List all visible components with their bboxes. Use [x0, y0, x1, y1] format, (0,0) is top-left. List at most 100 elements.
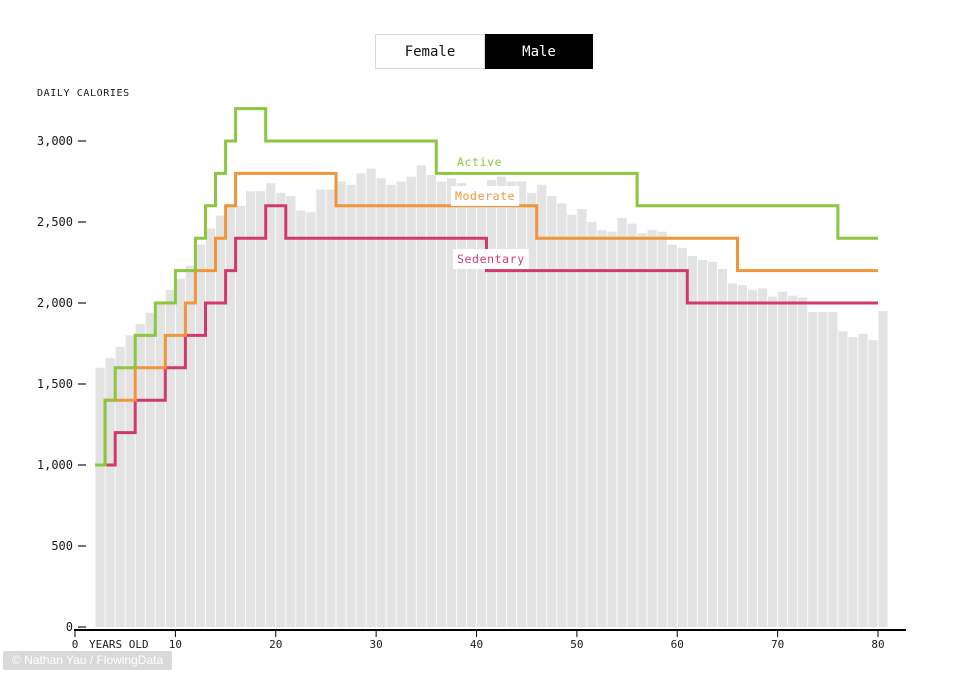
series-line-sedentary	[95, 204, 878, 467]
histogram-bar	[577, 209, 587, 628]
histogram-bar	[165, 290, 175, 627]
histogram-bar	[155, 301, 165, 627]
histogram-bar	[406, 176, 416, 627]
female-toggle-button[interactable]: Female	[375, 34, 485, 69]
histogram-bar	[436, 181, 446, 627]
histogram-bar	[236, 205, 246, 628]
histogram-bar	[717, 268, 728, 627]
histogram-bar	[637, 233, 647, 627]
histogram-bar	[878, 311, 888, 627]
histogram-bar	[747, 290, 758, 627]
histogram-bar	[426, 175, 436, 627]
x-tick-label: 60	[671, 638, 684, 651]
histogram-bar	[366, 168, 376, 628]
histogram-bar	[396, 181, 406, 627]
histogram-bar	[707, 261, 717, 627]
series-label-text: Sedentary	[457, 252, 525, 266]
histogram-bar	[627, 223, 637, 627]
y-tick-label: 1,000	[37, 458, 73, 472]
y-axis-title: DAILY CALORIES	[37, 88, 130, 99]
histogram-bar	[356, 173, 366, 627]
histogram-bar	[727, 283, 738, 627]
histogram-bar	[537, 184, 547, 628]
histogram-bar	[105, 358, 115, 627]
histogram-bar	[657, 231, 667, 627]
histogram-bar	[195, 244, 206, 627]
histogram-bar	[306, 212, 316, 627]
credit-badge: © Nathan Yau / FlowingData	[3, 651, 173, 670]
histogram-bar	[386, 184, 396, 628]
histogram-bar	[486, 179, 497, 627]
x-tick-label: 30	[370, 638, 383, 651]
histogram-bar	[246, 191, 256, 627]
histogram-bar	[677, 247, 687, 628]
series-label-sedentary: Sedentary	[453, 249, 529, 269]
histogram-bar	[858, 333, 868, 627]
histogram-bar	[376, 178, 386, 627]
histogram-bar	[808, 311, 818, 627]
y-tick-label: 500	[51, 539, 73, 553]
histogram-bar	[456, 183, 467, 627]
histogram-bar	[587, 222, 597, 627]
histogram-bar	[496, 176, 507, 627]
series-label-halo	[453, 249, 529, 269]
histogram-bar	[266, 183, 276, 627]
x-tick-label: 70	[771, 638, 784, 651]
histogram-bar	[507, 181, 517, 627]
histogram-bar	[346, 184, 356, 628]
histogram-bar	[567, 214, 577, 627]
histogram-bar	[798, 297, 808, 627]
histogram-bar	[818, 311, 828, 627]
series-label-active: Active	[453, 152, 507, 172]
histogram-bar	[767, 296, 778, 627]
histogram-bar	[687, 256, 697, 627]
histogram-bar	[225, 204, 236, 627]
histogram-bar	[517, 181, 527, 627]
histogram-bar	[697, 260, 707, 627]
histogram-bar	[557, 203, 567, 627]
histogram	[95, 165, 888, 628]
histogram-bar	[547, 196, 557, 627]
histogram-bar	[145, 312, 155, 627]
histogram-bar	[476, 192, 487, 627]
x-tick-label: 20	[269, 638, 282, 651]
histogram-bar	[316, 189, 326, 627]
histogram-bar	[336, 181, 346, 627]
histogram-bar	[276, 192, 286, 627]
histogram-bar	[737, 285, 748, 627]
histogram-bar	[175, 278, 186, 627]
histogram-bar	[286, 196, 296, 627]
male-toggle-button[interactable]: Male	[485, 34, 593, 69]
y-tick-label: 2,500	[37, 215, 73, 229]
histogram-bar	[838, 331, 848, 627]
histogram-bar	[95, 367, 105, 627]
histogram-bar	[607, 231, 617, 627]
histogram-bar	[125, 335, 135, 627]
histogram-bar	[868, 340, 878, 627]
histogram-bar	[848, 337, 858, 627]
histogram-bar	[466, 186, 477, 628]
x-tick-label: 50	[570, 638, 583, 651]
histogram-bar	[416, 165, 426, 628]
histogram-bar	[788, 295, 798, 627]
series-label-text: Moderate	[455, 189, 515, 203]
histogram-bar	[778, 291, 788, 627]
histogram-bar	[647, 230, 657, 627]
y-tick-label: 0	[66, 620, 73, 634]
y-tick-label: 3,000	[37, 134, 73, 148]
histogram-bar	[446, 178, 457, 627]
x-tick-label: 80	[871, 638, 884, 651]
series-label-halo	[451, 186, 520, 206]
x-tick-label: 10	[169, 638, 182, 651]
series-line-moderate	[95, 171, 878, 467]
histogram-bar	[135, 324, 145, 627]
histogram-bar	[828, 311, 838, 627]
histogram-bar	[527, 192, 537, 627]
histogram-bar	[296, 210, 306, 627]
y-axis: 0 500 1,000 1,500 2,000 2,500 3,000	[37, 134, 86, 634]
histogram-bar	[597, 230, 607, 627]
series-label-moderate: Moderate	[451, 186, 520, 206]
histogram-bar	[617, 217, 627, 627]
